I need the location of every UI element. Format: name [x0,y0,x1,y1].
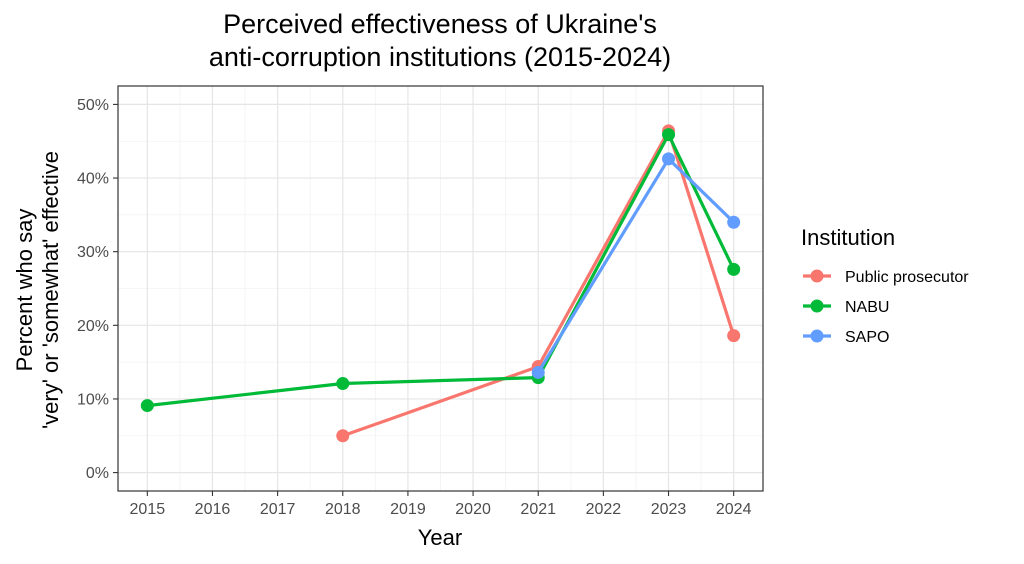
x-tick-label: 2021 [520,501,556,518]
legend-label-nabu: NABU [845,299,889,316]
y-tick-label: 40% [77,171,109,188]
legend-key-point-sapo [810,329,824,343]
x-axis: 2015 2016 2017 2018 2019 2020 2021 2022 2023 2024 [130,491,752,518]
legend-label-public-prosecutor: Public prosecutor [845,269,969,286]
y-axis: 0% 10% 20% 30% 40% 50% [77,97,118,482]
grid-minor [118,86,763,491]
y-axis-title-line-1: Percent who say [12,209,37,372]
data-point-nabu [140,399,154,413]
x-tick-label: 2019 [390,501,426,518]
legend: Institution Public prosecutor NABU SAPO [801,225,969,346]
series-layer [140,124,741,443]
y-axis-title-line-2: 'very' or 'somewhat' effective [38,151,63,429]
y-tick-label: 20% [77,318,109,335]
data-point-nabu [662,128,676,142]
x-tick-label: 2022 [586,501,622,518]
legend-key-point-public-prosecutor [810,269,824,283]
data-point-sapo [727,215,741,229]
x-tick-label: 2016 [195,501,231,518]
y-tick-label: 0% [86,465,109,482]
y-tick-label: 30% [77,244,109,261]
data-point-public-prosecutor [727,329,741,343]
chart-title-line-2: anti-corruption institutions (2015-2024) [209,42,671,72]
x-tick-label: 2018 [325,501,361,518]
chart-title-line-1: Perceived effectiveness of Ukraine's [223,9,657,39]
series-line-public-prosecutor [341,129,736,438]
grid-major [118,86,763,491]
legend-title: Institution [801,225,895,250]
x-tick-label: 2024 [716,501,752,518]
data-point-nabu [336,376,350,390]
data-point-sapo [662,152,676,166]
x-axis-title: Year [418,525,462,550]
y-tick-label: 50% [77,97,109,114]
x-tick-label: 2015 [130,501,166,518]
plot-border [117,85,764,492]
data-point-public-prosecutor [336,429,350,443]
x-tick-label: 2023 [651,501,687,518]
data-point-sapo [531,365,545,379]
data-point-nabu [727,262,741,276]
legend-key-point-nabu [810,299,824,313]
x-tick-label: 2017 [260,501,296,518]
legend-label-sapo: SAPO [845,329,889,346]
y-tick-label: 10% [77,391,109,408]
x-tick-label: 2020 [455,501,491,518]
y-axis-title: Percent who say 'very' or 'somewhat' eff… [12,151,63,429]
